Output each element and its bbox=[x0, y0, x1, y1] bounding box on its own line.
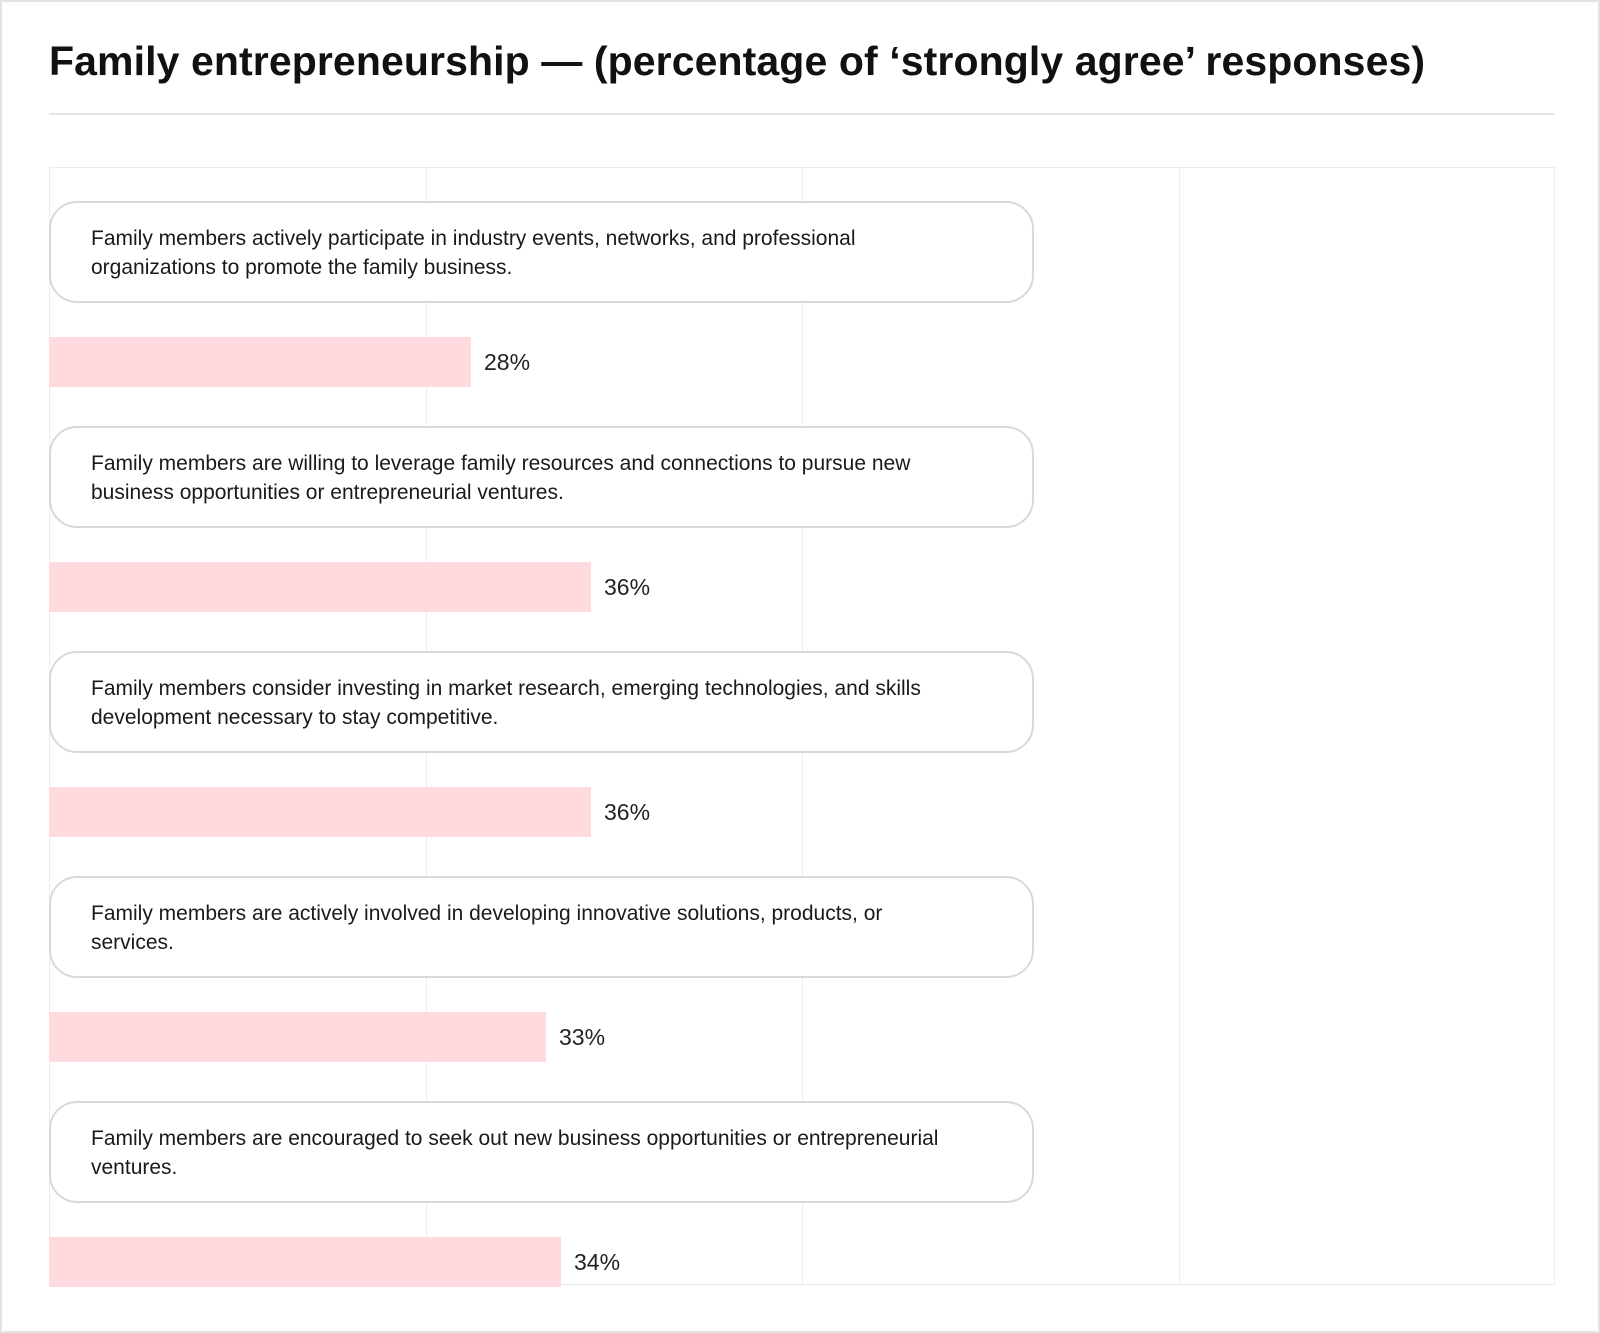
data-label: 33% bbox=[559, 1024, 606, 1050]
category-label-box: Family members are willing to leverage f… bbox=[49, 426, 1034, 528]
bar bbox=[49, 1237, 561, 1287]
bar bbox=[49, 787, 591, 837]
category-label-box: Family members are actively involved in … bbox=[49, 876, 1034, 978]
bar-row: Family members are encouraged to seek ou… bbox=[49, 1067, 1555, 1292]
bar-row: Family members actively participate in i… bbox=[49, 167, 1555, 392]
gridline-3 bbox=[1179, 167, 1180, 1285]
category-label-box: Family members consider investing in mar… bbox=[49, 651, 1034, 753]
bar bbox=[49, 1012, 546, 1062]
category-label: Family members actively participate in i… bbox=[91, 227, 856, 279]
category-label: Family members are actively involved in … bbox=[91, 902, 883, 954]
bar bbox=[49, 337, 471, 387]
category-label: Family members are encouraged to seek ou… bbox=[91, 1127, 939, 1179]
bar bbox=[49, 562, 591, 612]
category-label-box: Family members are encouraged to seek ou… bbox=[49, 1101, 1034, 1203]
bar-row: Family members are actively involved in … bbox=[49, 842, 1555, 1067]
title-divider bbox=[49, 113, 1555, 115]
category-label: Family members consider investing in mar… bbox=[91, 677, 921, 729]
gridline-4 bbox=[1554, 167, 1555, 1285]
gridline-top bbox=[49, 167, 1555, 168]
chart-title: Family entrepreneurship — (percentage of… bbox=[49, 38, 1426, 84]
plot-area: Family members actively participate in i… bbox=[49, 167, 1555, 1287]
data-label: 36% bbox=[604, 799, 651, 825]
data-label: 34% bbox=[574, 1249, 621, 1275]
category-label: Family members are willing to leverage f… bbox=[91, 452, 911, 504]
category-label-box: Family members actively participate in i… bbox=[49, 201, 1034, 303]
bar-row: Family members consider investing in mar… bbox=[49, 617, 1555, 842]
bar-row: Family members are willing to leverage f… bbox=[49, 392, 1555, 617]
gridline-bottom bbox=[49, 1284, 1555, 1285]
data-label: 28% bbox=[484, 349, 531, 375]
data-label: 36% bbox=[604, 574, 651, 600]
